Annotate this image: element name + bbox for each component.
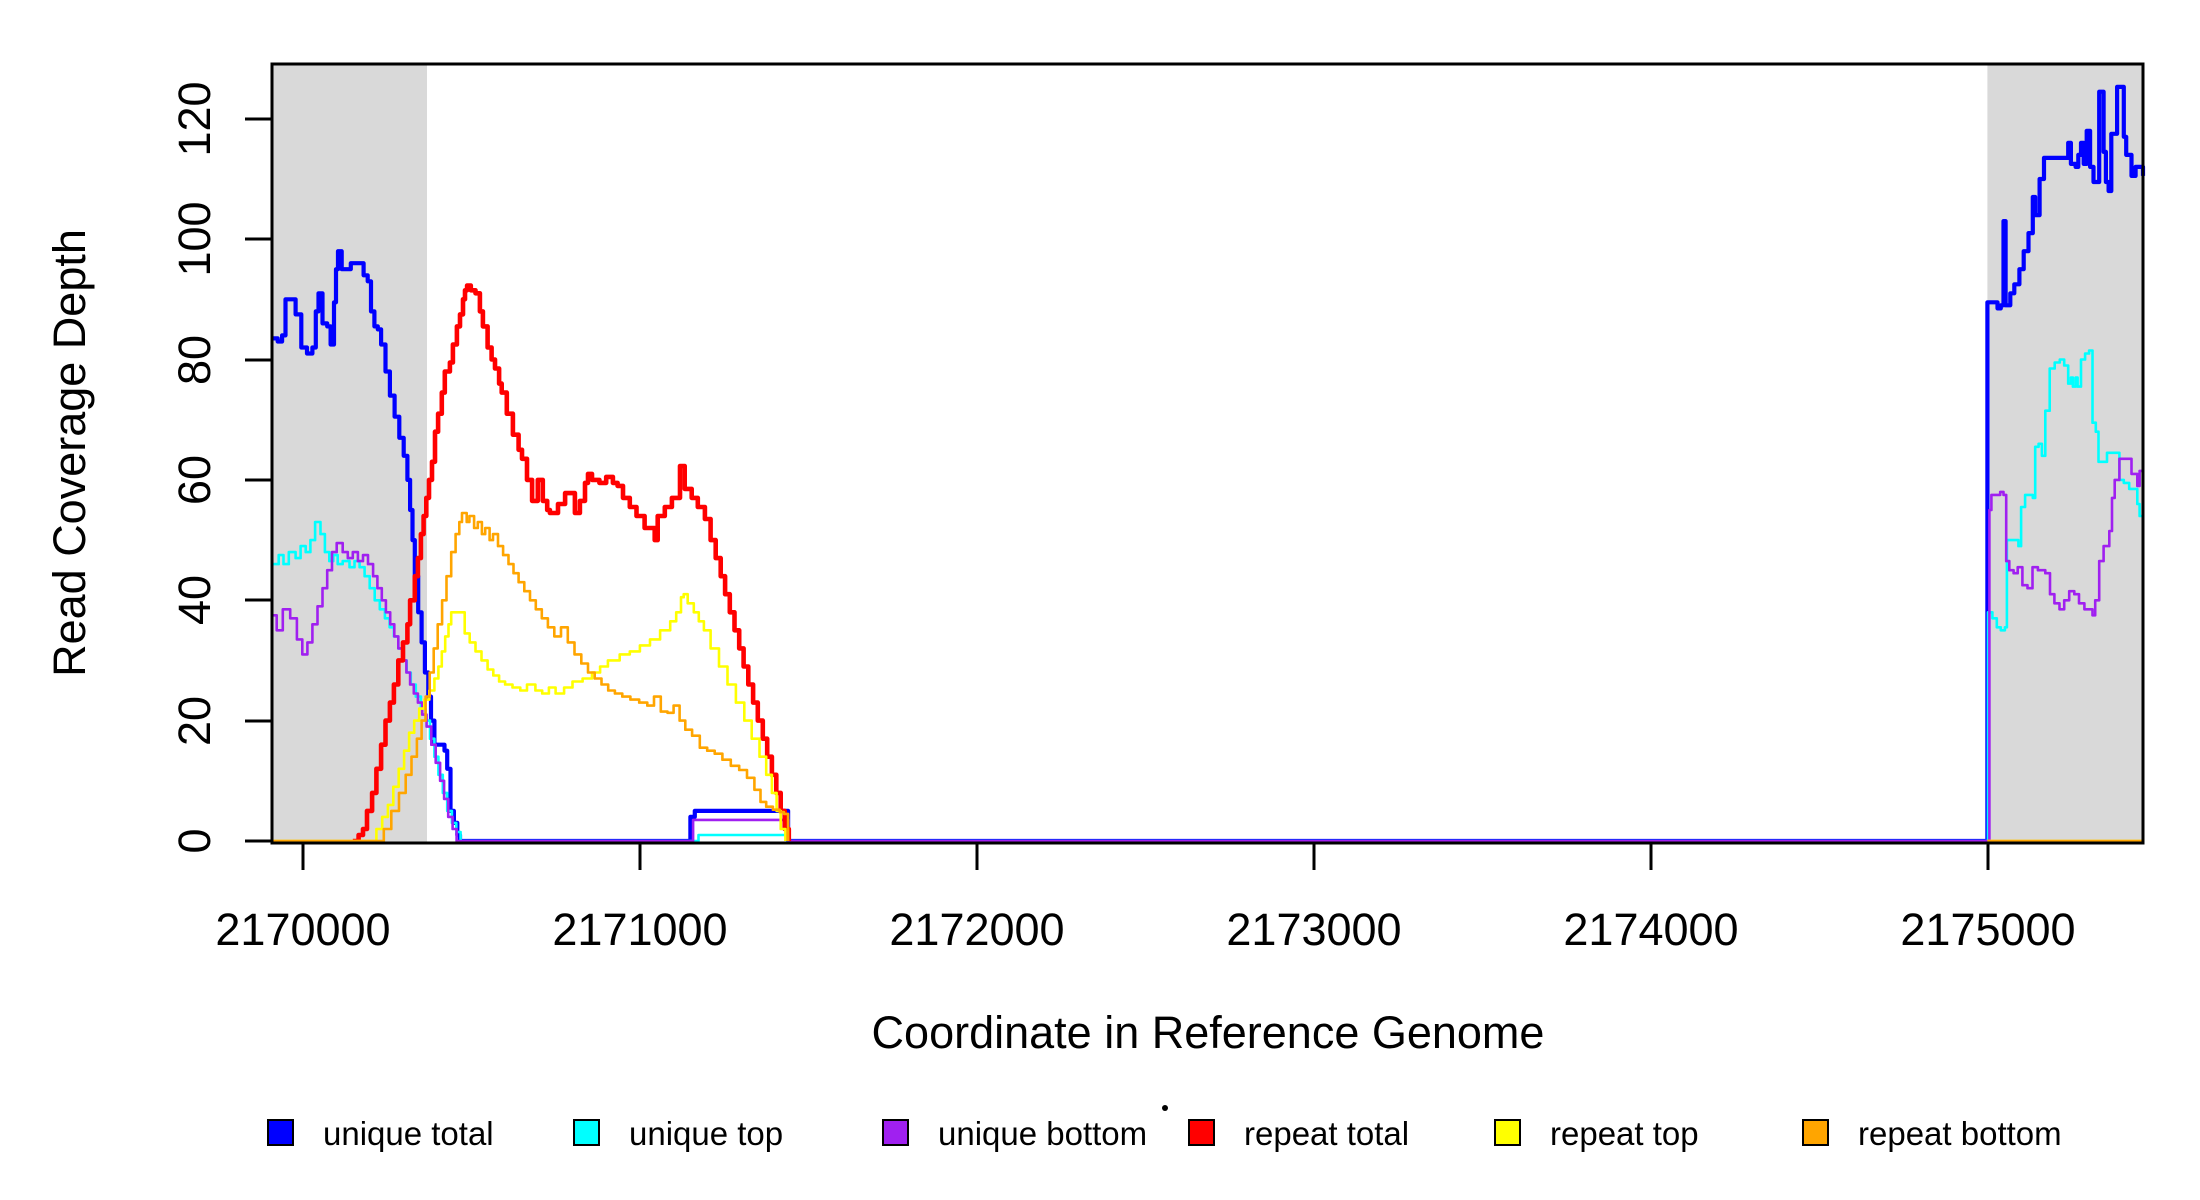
legend-item-unique-top: unique top — [573, 1115, 783, 1152]
series-unique-bottom — [272, 457, 2143, 843]
legend-swatch-repeat-top — [1494, 1119, 1521, 1146]
y-tick-label: 0 — [169, 828, 220, 853]
legend-swatch-unique-top — [573, 1119, 600, 1146]
x-tick-label: 2171000 — [552, 904, 727, 955]
y-tick-label: 100 — [169, 201, 220, 276]
series-repeat-total — [352, 283, 792, 844]
series-lines — [272, 84, 2146, 844]
y-tick-label: 20 — [169, 696, 220, 746]
legend-label-unique-top: unique top — [629, 1115, 783, 1152]
highlight-regions — [272, 64, 2143, 843]
y-tick-label: 80 — [169, 335, 220, 385]
x-tick-label: 2170000 — [215, 904, 390, 955]
legend-item-unique-bottom: unique bottom — [882, 1115, 1147, 1152]
legend-label-unique-bottom: unique bottom — [938, 1115, 1147, 1152]
series-unique-top — [272, 349, 2143, 843]
x-tick-label: 2173000 — [1226, 904, 1401, 955]
legend-swatch-repeat-bottom — [1802, 1119, 1829, 1146]
legend: unique total unique top unique bottom re… — [267, 1105, 2062, 1152]
y-axis: 0 20 40 60 80 100 120 — [169, 81, 272, 854]
plot-border — [270, 62, 2145, 845]
stray-dot-mark — [1162, 1105, 1168, 1111]
legend-label-unique-total: unique total — [323, 1115, 494, 1152]
y-tick-label: 40 — [169, 575, 220, 625]
legend-label-repeat-total: repeat total — [1244, 1115, 1409, 1152]
series-unique-total — [272, 84, 2146, 844]
legend-item-repeat-top: repeat top — [1494, 1115, 1699, 1152]
x-axis-title: Coordinate in Reference Genome — [872, 1007, 1545, 1058]
series-repeat-bottom — [272, 511, 790, 843]
legend-swatch-repeat-total — [1188, 1119, 1215, 1146]
legend-item-unique-total: unique total — [267, 1115, 494, 1152]
y-tick-label: 60 — [169, 455, 220, 505]
y-tick-label: 120 — [169, 81, 220, 156]
highlight-region-0 — [272, 64, 427, 843]
x-tick-label: 2172000 — [889, 904, 1064, 955]
legend-label-repeat-bottom: repeat bottom — [1858, 1115, 2062, 1152]
legend-swatch-unique-bottom — [882, 1119, 909, 1146]
x-tick-label: 2175000 — [1900, 904, 2075, 955]
legend-label-repeat-top: repeat top — [1550, 1115, 1699, 1152]
legend-item-repeat-bottom: repeat bottom — [1802, 1115, 2062, 1152]
legend-item-repeat-total: repeat total — [1188, 1115, 1409, 1152]
y-axis-title: Read Coverage Depth — [44, 229, 95, 677]
x-tick-label: 2174000 — [1563, 904, 1738, 955]
x-axis: 2170000 2171000 2172000 2173000 2174000 … — [215, 843, 2076, 955]
legend-swatch-unique-total — [267, 1119, 294, 1146]
